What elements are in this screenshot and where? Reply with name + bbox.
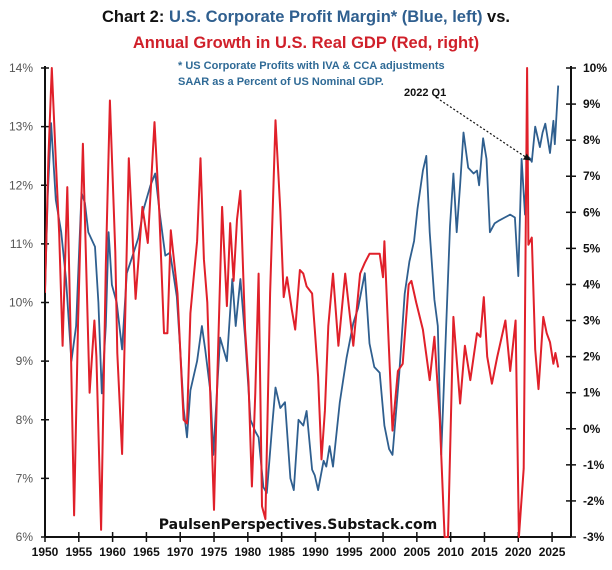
annotation-arrow: [439, 99, 531, 161]
right-axis-tick-label: 9%: [583, 97, 601, 111]
right-axis-tick-label: 8%: [583, 133, 601, 147]
note-line-1: * US Corporate Profits with IVA & CCA ad…: [178, 60, 445, 72]
right-axis-tick-label: 7%: [583, 169, 601, 183]
x-axis-tick-label: 2025: [539, 545, 566, 559]
x-axis-tick-label: 1985: [268, 545, 295, 559]
right-axis-tick-label: 10%: [583, 61, 607, 75]
gdp-growth-line: [45, 67, 560, 538]
title-suffix: vs.: [482, 8, 510, 26]
left-axis-tick-label: 8%: [16, 413, 34, 427]
left-axis-tick-label: 11%: [10, 237, 33, 251]
x-axis-tick-label: 2020: [505, 545, 532, 559]
left-axis-tick-label: 7%: [16, 471, 34, 485]
profit-margin-line: [45, 85, 560, 494]
annotation-2022-q1: 2022 Q1: [404, 87, 531, 161]
right-axis-tick-label: 1%: [583, 386, 601, 400]
title-prefix: Chart 2:: [102, 8, 169, 26]
left-axis-tick-label: 9%: [16, 354, 34, 368]
annotation-label: 2022 Q1: [404, 87, 446, 99]
right-axis-tick-label: -2%: [583, 494, 605, 508]
x-axis-tick-label: 1975: [201, 545, 228, 559]
x-axis-tick-label: 2005: [403, 545, 430, 559]
x-axis-tick-label: 1960: [99, 545, 126, 559]
axes: 6% 7% 8% 9% 10% 11% 12% 13% 14% -3% -2% -1% 0% 1% 2% 3%…: [9, 61, 607, 559]
x-axis-tick-label: 1955: [65, 545, 92, 559]
left-axis-tick-label: 6%: [16, 530, 34, 544]
left-axis-tick-label: 13%: [9, 120, 33, 134]
left-axis-tick-label: 14%: [9, 61, 33, 75]
x-axis-tick-label: 1980: [234, 545, 261, 559]
x-axis-tick-label: 1990: [302, 545, 329, 559]
x-axis-tick-label: 1970: [167, 545, 194, 559]
x-axis-tick-label: 1995: [336, 545, 363, 559]
x-axis-tick-label: 1950: [32, 545, 59, 559]
source-label: PaulsenPerspectives.Substack.com: [159, 517, 437, 533]
right-axis-tick-label: -3%: [583, 530, 605, 544]
note-line-2: SAAR as a Percent of US Nominal GDP.: [178, 76, 384, 88]
right-axis-tick-label: 2%: [583, 350, 601, 364]
right-axis-tick-label: 6%: [583, 205, 601, 219]
right-axis-tick-label: 3%: [583, 314, 601, 328]
left-axis-tick-label: 10%: [9, 296, 33, 310]
x-axis-tick-label: 1965: [133, 545, 160, 559]
plot-lines: [45, 67, 560, 538]
left-axis-tick-label: 12%: [9, 178, 33, 192]
x-axis-tick-label: 2015: [471, 545, 498, 559]
x-axis-tick-label: 2000: [370, 545, 397, 559]
x-axis-tick-label: 2010: [437, 545, 464, 559]
right-axis-tick-label: -1%: [583, 458, 605, 472]
chart-title-line2: Annual Growth in U.S. Real GDP (Red, rig…: [133, 34, 479, 52]
title-blue-part: U.S. Corporate Profit Margin* (Blue, lef…: [169, 8, 483, 26]
right-axis-tick-label: 5%: [583, 241, 601, 255]
right-axis-tick-label: 0%: [583, 422, 601, 436]
chart-title-line1: Chart 2: U.S. Corporate Profit Margin* (…: [102, 8, 510, 26]
right-axis-tick-label: 4%: [583, 277, 601, 291]
